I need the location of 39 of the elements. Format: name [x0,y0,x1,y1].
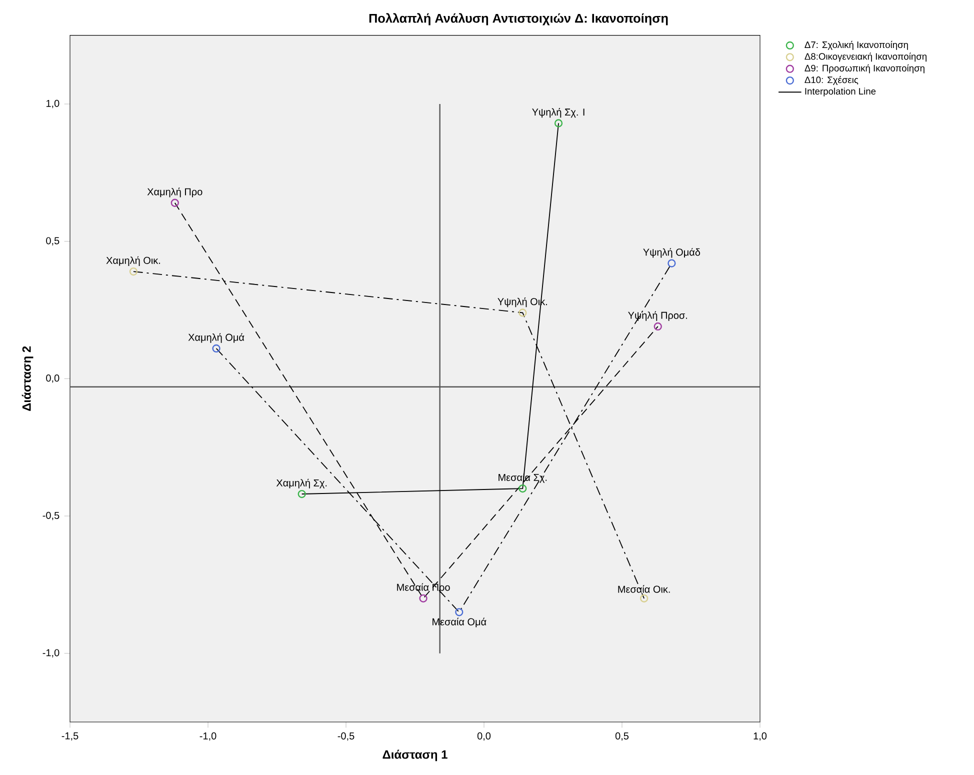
point [129,267,138,276]
y-tick-label: 1,0 [46,100,60,108]
legend-label: Δ7: Σχολική Ικανοποίηση [804,40,908,50]
point [170,198,179,207]
point [212,344,220,353]
data-label: Χαμηλή Σχ. [276,478,327,488]
x-tick-label: 0,5 [615,732,629,741]
y-tick-label: -1,0 [42,649,60,658]
x-tick-label: 1,0 [754,732,767,741]
x-tick-label: -0,5 [338,732,354,741]
y-tick-label: 0,5 [46,237,60,246]
data-label: Χαμηλή Προ [147,188,202,198]
point [455,608,464,616]
legend-label: Δ8:Οικογενειακή Ικανοποίηση [804,52,926,62]
x-axis-title: Διάσταση 1 [382,750,448,762]
data-label: Υψηλή Προσ. [628,311,688,321]
point [298,490,306,498]
y-tick-label: 0,0 [46,374,60,383]
legend-label: Δ10: Σχέσεις [804,76,858,85]
point [518,308,527,317]
point [640,594,648,602]
data-label: Χαμηλή Οικ. [106,256,160,266]
y-axis-title: Διάσταση 2 [22,346,34,411]
y-tick-label: -0,5 [42,512,60,520]
point [668,259,676,268]
x-tick-label: -1,5 [62,732,78,741]
point [654,322,662,331]
chart-title: Πολλαπλή Ανάλυση Αντιστοιχιών Δ: Ικανοποίηση [369,13,668,26]
data-label: Χαμηλή Ομά [188,333,244,343]
legend-label: Δ9: Προσωπική Ικανοποίηση [804,64,924,74]
point [518,484,527,493]
text: Interpolation Line [805,88,876,96]
data-label: Μεσαία Οικ. [618,585,670,593]
x-tick-label: -1,0 [200,732,216,741]
data-label: Υψηλή Σχ. I [532,108,584,118]
x-tick-label: 0,0 [477,732,491,741]
point [554,119,563,128]
data-label: Υψηλή Ομάδ [643,248,700,258]
point [419,594,428,602]
